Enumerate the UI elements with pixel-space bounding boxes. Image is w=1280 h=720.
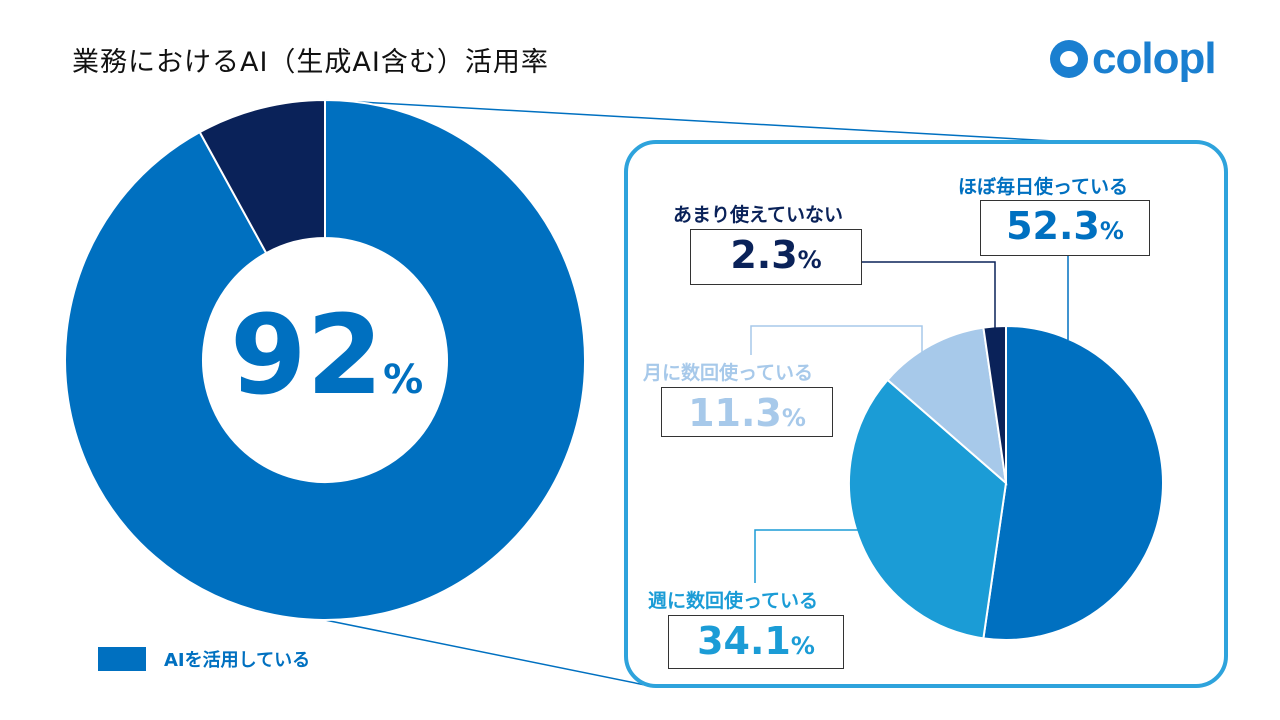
donut-slice-1: [198, 98, 326, 255]
breakdown-pie: [848, 324, 1164, 641]
label-daily: ほぼ毎日使っている: [958, 176, 1129, 198]
bear-logo-icon: [1050, 40, 1088, 78]
value-box-monthly: 11.3%: [661, 387, 833, 437]
value-box-rarely: 2.3%: [690, 229, 862, 285]
pie-slice-1: [848, 378, 1008, 640]
label-rarely: あまり使えていない: [673, 204, 844, 226]
value-box-daily: 52.3%: [980, 200, 1150, 256]
zoom-connector-bottom: [324, 619, 651, 687]
label-weekly: 週に数回使っている: [648, 590, 819, 612]
legend-swatch: [98, 647, 146, 671]
label-monthly: 月に数回使っている: [643, 362, 814, 384]
donut-slice-0: [64, 98, 586, 621]
page-title: 業務におけるAI（生成AI含む）活用率: [72, 47, 549, 78]
donut-center-label: 92%: [230, 291, 424, 419]
legend: AIを活用している: [98, 646, 310, 672]
donut-chart: [64, 98, 586, 621]
leader-monthly: [750, 325, 923, 355]
colopl-logo: colopl: [1050, 34, 1217, 84]
pie-slice-2: [886, 326, 1008, 486]
leader-weekly: [754, 529, 858, 583]
pie-slice-0: [982, 324, 1164, 641]
leader-rarely: [860, 261, 996, 330]
value-box-weekly: 34.1%: [668, 615, 844, 669]
